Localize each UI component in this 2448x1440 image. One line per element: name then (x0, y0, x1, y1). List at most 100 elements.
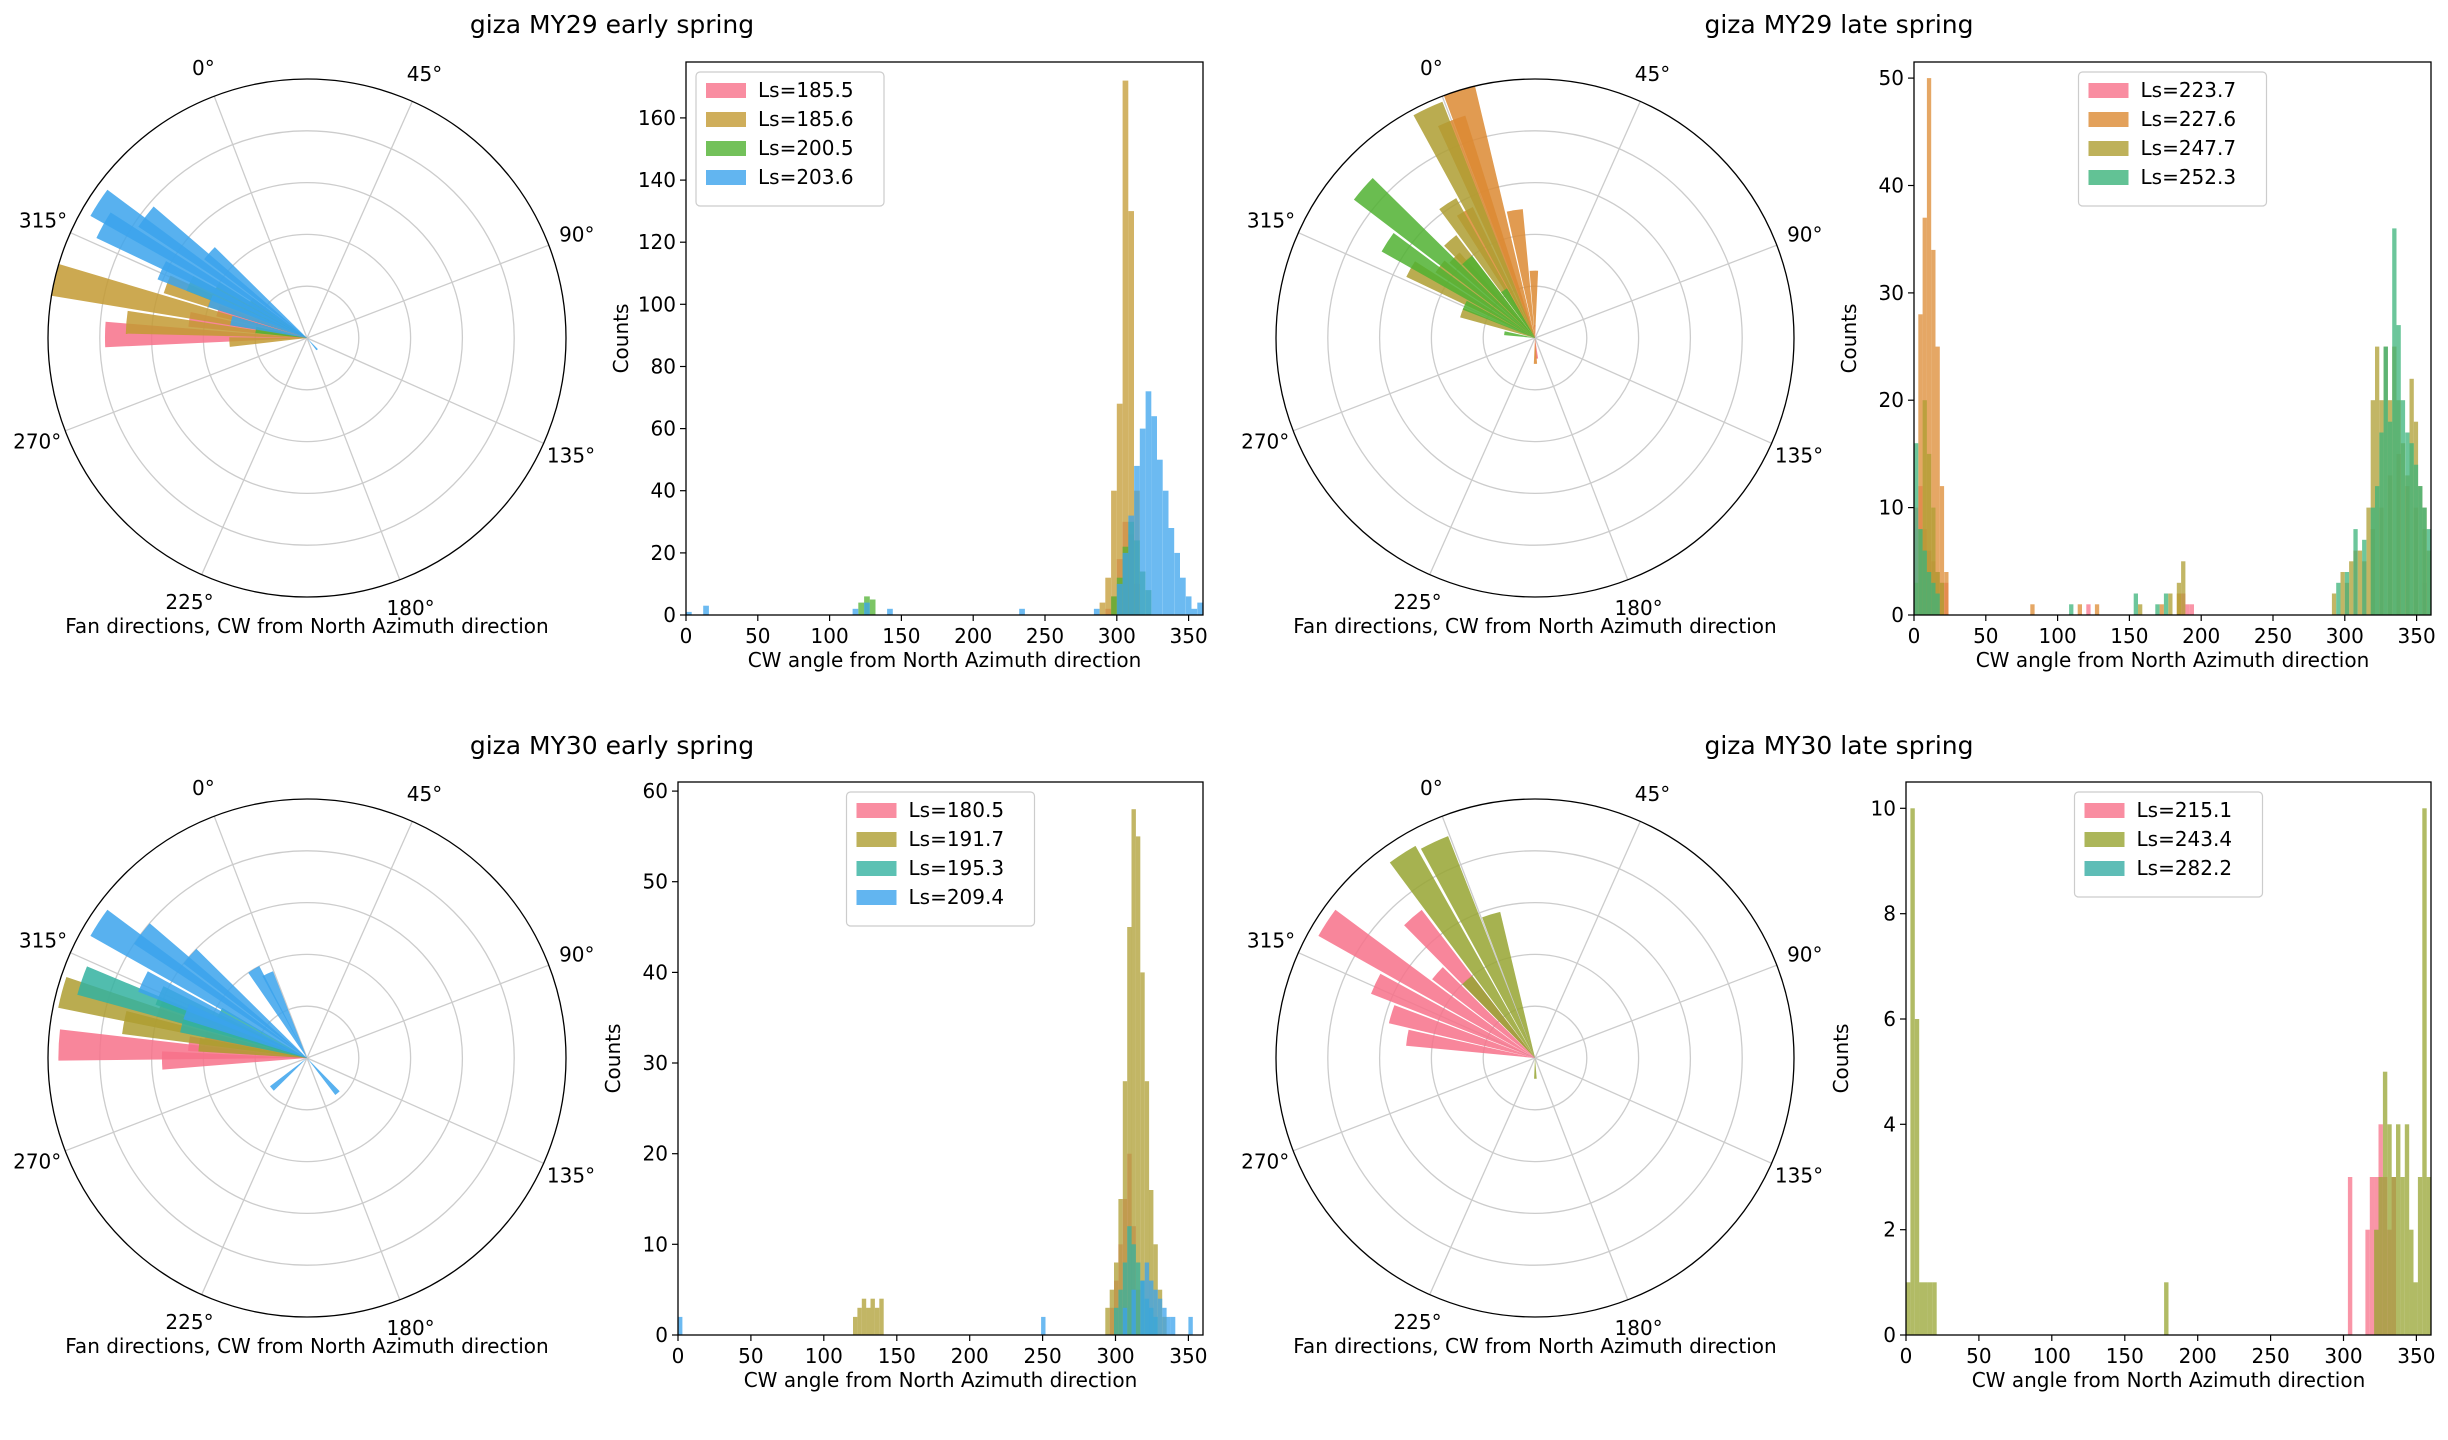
hist-xtick-label: 100 (811, 624, 849, 648)
polar-grid-spoke (1534, 244, 1778, 339)
hist-bar-Ls-203-6 (686, 611, 692, 615)
polar-grid-circle (99, 130, 515, 546)
hist-bar-Ls-252-3 (2396, 325, 2401, 615)
hist-bar-Ls-191-7 (866, 1307, 871, 1335)
legend-swatch (2088, 112, 2129, 127)
polar-bar-Ls-195-3 (216, 1007, 307, 1058)
hist-bar-Ls-209-4 (1149, 1280, 1154, 1335)
hist-bar-Ls-252-3 (2413, 464, 2419, 615)
hist-bar-Ls-243-4 (2409, 1229, 2414, 1335)
hist-bar-Ls-243-4 (1923, 1282, 1928, 1335)
hist-bar-Ls-252-3 (2375, 486, 2380, 615)
hist-bar-Ls-203-6 (1019, 608, 1025, 615)
hist-xtick-label: 50 (1973, 624, 1998, 648)
hist-bar-Ls-252-3 (1914, 443, 1919, 615)
hist-bar-Ls-247-7 (1931, 507, 1936, 615)
hist-bar-Ls-227-6 (2094, 604, 2100, 615)
hist-bar-Ls-203-6 (1093, 608, 1100, 615)
hist-ytick-label: 20 (1879, 388, 1904, 412)
hist-bar-Ls-227-6 (1918, 314, 1923, 615)
hist-ytick-label: 40 (651, 479, 676, 503)
polar-theta-label: 45° (407, 782, 442, 806)
histogram-0: 0 50 100 150 200 250 300 350 0 20 40 60 80 100 120 140 1… (609, 61, 1208, 672)
hist-bar-Ls-252-3 (2387, 421, 2393, 615)
hist-bar-Ls-203-6 (1134, 465, 1140, 615)
polar-plot-1: 0° 45° 90° 135° 180° 225° 270° 315° Fan directio… (1241, 56, 1823, 638)
hist-bar-Ls-203-6 (1157, 459, 1163, 615)
legend-label: Ls=203.6 (758, 165, 854, 189)
polar-theta-label: 315° (19, 929, 67, 953)
polar-xlabel: Fan directions, CW from North Azimuth di… (65, 1334, 548, 1358)
hist-bar-Ls-243-4 (1910, 808, 1915, 1335)
legend-label: Ls=209.4 (909, 885, 1005, 909)
hist-bar-Ls-191-7 (1105, 1307, 1110, 1335)
hist-xtick-label: 150 (882, 624, 920, 648)
polar-bar-Ls-252-3 (1501, 288, 1535, 338)
hist-xtick-label: 50 (1966, 1344, 1991, 1368)
hist-bar-Ls-252-3 (2069, 604, 2074, 615)
hist-bar-Ls-191-7 (874, 1307, 880, 1335)
hist-bar-Ls-252-3 (2379, 432, 2384, 615)
hist-bar-Ls-243-4 (2426, 1177, 2431, 1335)
polar-bar-Ls-203-6 (157, 261, 307, 338)
legend-swatch (2088, 170, 2129, 185)
hist-xtick-label: 200 (2179, 1344, 2217, 1368)
polar-theta-label: 180° (387, 596, 435, 620)
polar-bar-Ls-191-7 (198, 1038, 307, 1058)
polar-theta-label: 225° (165, 590, 213, 614)
hist-bar-Ls-191-7 (1122, 1081, 1128, 1335)
polar-bar-Ls-215-1 (1388, 1005, 1535, 1058)
polar-grid-spoke (64, 1057, 308, 1152)
hist-xtick-label: 200 (954, 624, 992, 648)
hist-ytick-label: 80 (651, 355, 676, 379)
hist-bar-Ls-203-6 (703, 605, 709, 615)
hist-bar-Ls-243-4 (2396, 1124, 2401, 1335)
hist-bar-Ls-252-3 (2362, 539, 2367, 615)
hist-bar-Ls-247-7 (2357, 550, 2363, 615)
hist-legend: Ls=215.1 Ls=243.4 Ls=282.2 (2073, 791, 2264, 898)
hist-xlabel: CW angle from North Azimuth direction (1972, 1368, 2366, 1392)
hist-ytick-label: 8 (1883, 902, 1896, 926)
hist-frame (1905, 781, 2432, 1336)
hist-xtick-label: 150 (878, 1344, 916, 1368)
hist-bar-Ls-247-7 (2138, 604, 2143, 615)
polar-grid-spoke (1292, 1057, 1536, 1152)
polar-bar-Ls-209-4 (270, 1058, 307, 1091)
polar-bar-Ls-247-7 (1449, 252, 1535, 338)
polar-xlabel: Fan directions, CW from North Azimuth di… (1293, 614, 1776, 638)
hist-bar-Ls-203-6 (864, 602, 870, 615)
polar-theta-label: 90° (559, 222, 594, 246)
polar-grid-spoke (1429, 337, 1536, 575)
polar-bar-Ls-252-3 (1462, 255, 1535, 338)
polar-grid-spoke (201, 337, 308, 575)
hist-bar-Ls-191-7 (1131, 809, 1136, 1335)
legend-swatch (2088, 141, 2129, 156)
hist-bar-Ls-215-1 (2347, 1177, 2353, 1335)
hist-ytick-label: 50 (643, 870, 668, 894)
hist-frame (1913, 61, 2432, 616)
hist-bar-Ls-252-3 (1922, 550, 1927, 615)
hist-bar-Ls-185-6 (1105, 577, 1111, 615)
hist-bar-Ls-209-4 (678, 1316, 683, 1335)
polar-plot-0: 0° 45° 90° 135° 180° 225° 270° 315° Fan directio… (13, 56, 595, 638)
figure-title-my30-late: giza MY30 late spring (1704, 731, 1974, 760)
hist-ytick-label: 60 (651, 417, 676, 441)
figure-title-my29-early: giza MY29 early spring (469, 10, 755, 39)
polar-theta-label: 270° (13, 430, 61, 454)
hist-bar-Ls-252-3 (2383, 346, 2388, 615)
hist-bar-Ls-252-3 (1935, 593, 1940, 615)
hist-bar-Ls-195-3 (1118, 1289, 1123, 1335)
polar-bar-Ls-215-1 (1406, 1029, 1535, 1058)
hist-bar-Ls-243-4 (1932, 1282, 1937, 1335)
polar-theta-label: 0° (1420, 56, 1443, 80)
hist-bar-Ls-252-3 (2422, 507, 2427, 615)
hist-bar-Ls-195-3 (1131, 1244, 1136, 1335)
polar-bar-Ls-243-4 (1420, 836, 1535, 1058)
polar-grid-spoke (64, 337, 308, 432)
hist-bar-Ls-203-6 (1162, 490, 1169, 615)
hist-bar-Ls-209-4 (1166, 1316, 1171, 1335)
hist-bar-Ls-203-6 (1191, 608, 1198, 615)
polar-grid-spoke (1292, 337, 1536, 432)
hist-bar-Ls-209-4 (1041, 1316, 1046, 1335)
figure-title-my29-late: giza MY29 late spring (1704, 10, 1974, 39)
